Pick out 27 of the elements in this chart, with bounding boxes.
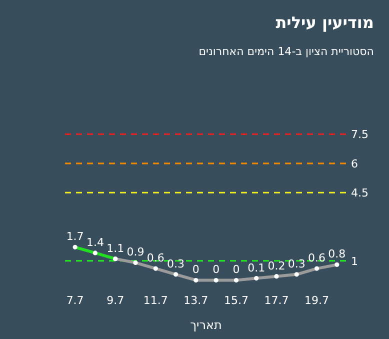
x-tick-label: 13.7: [184, 294, 208, 307]
data-label: 0.3: [288, 257, 306, 270]
data-label: 1.1: [106, 242, 124, 255]
x-tick-label: 17.7: [264, 294, 289, 307]
data-label: 0: [232, 263, 240, 276]
data-label: 0.6: [146, 252, 164, 265]
x-tick-label: 11.7: [143, 294, 168, 307]
ref-line-label: 7.5: [351, 128, 368, 142]
x-tick-label: 19.7: [304, 294, 330, 307]
x-axis-title: תאריך: [190, 318, 222, 332]
data-label: 0.9: [126, 246, 144, 259]
ref-line-label: 1: [351, 254, 358, 268]
ref-line-label: 6: [351, 157, 358, 170]
x-tick-label: 7.7: [66, 294, 84, 307]
data-label: 0: [192, 263, 200, 276]
chart-title: מודיעין עילית: [276, 13, 374, 32]
data-label: 0.1: [248, 261, 266, 274]
data-label: 0.2: [268, 259, 286, 272]
x-tick-label: 9.7: [106, 294, 124, 307]
ref-line-label: 4.5: [351, 186, 368, 200]
data-label: 1.7: [66, 230, 84, 244]
data-label: 0: [212, 263, 220, 276]
x-tick-label: 15.7: [224, 294, 248, 307]
chart-subtitle: הסטוריית הציון ב-14 הימים האחרונים: [198, 45, 374, 58]
data-label: 0.3: [167, 257, 185, 270]
data-label: 0.8: [328, 248, 346, 261]
data-label: 1.4: [86, 236, 104, 249]
